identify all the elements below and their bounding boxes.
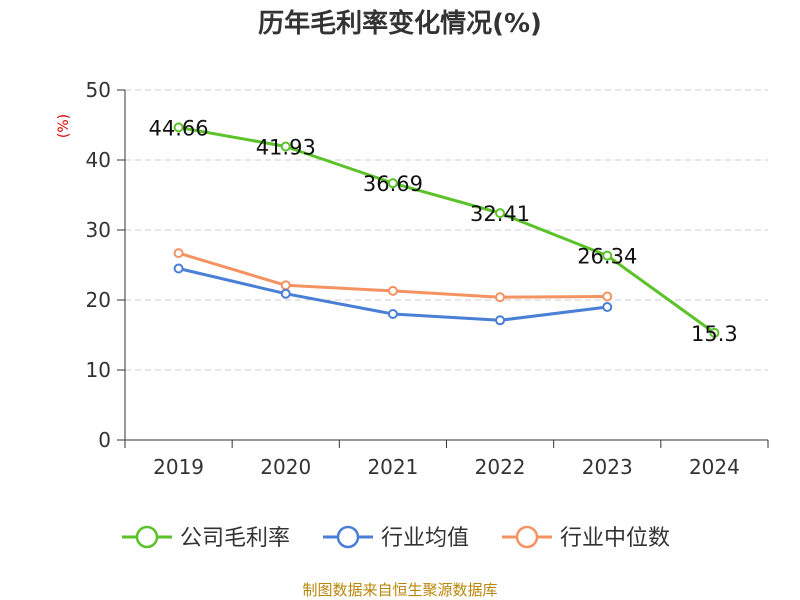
data-point xyxy=(173,122,184,133)
legend-label: 公司毛利率 xyxy=(180,526,290,551)
y-tick-label: 10 xyxy=(86,358,111,382)
axes: 0 10 20 30 40 50 2019 2020 2021 2022 2023 2024 xyxy=(86,78,769,479)
data-label: 36.69 xyxy=(363,172,423,196)
x-tick-label: 2019 xyxy=(153,455,204,479)
data-point xyxy=(602,302,613,312)
data-point xyxy=(709,327,720,338)
legend-item-1[interactable]: 行业均值 xyxy=(323,525,469,551)
legend-item-0[interactable]: 公司毛利率 xyxy=(122,525,290,551)
data-label: 44.66 xyxy=(149,116,209,140)
chart-title: 历年毛利率变化情况(%) xyxy=(258,8,542,39)
series-行业均值 xyxy=(173,263,613,326)
series-公司毛利率 xyxy=(173,122,720,338)
data-point xyxy=(387,309,398,319)
y-tick-label: 20 xyxy=(86,288,111,312)
data-point xyxy=(602,250,613,261)
y-tick-label: 0 xyxy=(98,428,111,452)
legend-marker xyxy=(135,525,159,549)
legend[interactable]: 公司毛利率 行业均值 行业中位数 xyxy=(122,525,670,551)
data-point xyxy=(602,291,613,302)
data-label: 26.34 xyxy=(577,245,637,269)
series-line xyxy=(178,125,716,335)
data-point xyxy=(387,285,398,296)
series-行业中位数 xyxy=(173,248,613,303)
x-tick-label: 2021 xyxy=(367,455,418,479)
x-tick-label: 2020 xyxy=(260,455,311,479)
y-tick-label: 30 xyxy=(86,218,111,242)
data-point xyxy=(280,288,291,299)
data-point xyxy=(173,248,184,259)
y-tick-label: 50 xyxy=(86,78,111,102)
data-point xyxy=(495,292,506,303)
x-tick-label: 2023 xyxy=(582,455,633,479)
y-tick-label: 40 xyxy=(86,148,111,172)
legend-label: 行业均值 xyxy=(381,526,469,551)
data-label: 15.3 xyxy=(691,322,738,346)
x-tick-label: 2022 xyxy=(475,455,526,479)
data-point xyxy=(495,208,506,219)
legend-marker xyxy=(336,525,360,549)
series-group xyxy=(173,122,720,338)
data-point xyxy=(495,315,506,326)
data-label: 32.41 xyxy=(470,202,530,226)
legend-item-2[interactable]: 行业中位数 xyxy=(502,525,670,551)
grid-lines xyxy=(125,89,768,371)
data-point xyxy=(280,280,291,291)
data-point xyxy=(280,141,291,152)
data-point xyxy=(387,178,398,189)
y-axis-label: (%) xyxy=(56,114,72,138)
x-tick-label: 2024 xyxy=(689,455,740,479)
legend-marker xyxy=(515,525,539,549)
legend-label: 行业中位数 xyxy=(560,526,670,551)
data-point xyxy=(173,263,184,274)
data-labels: 44.66 41.93 36.69 32.41 26.34 15.3 xyxy=(149,116,738,346)
source-note: 制图数据来自恒生聚源数据库 xyxy=(302,581,497,599)
data-label: 41.93 xyxy=(256,135,316,159)
